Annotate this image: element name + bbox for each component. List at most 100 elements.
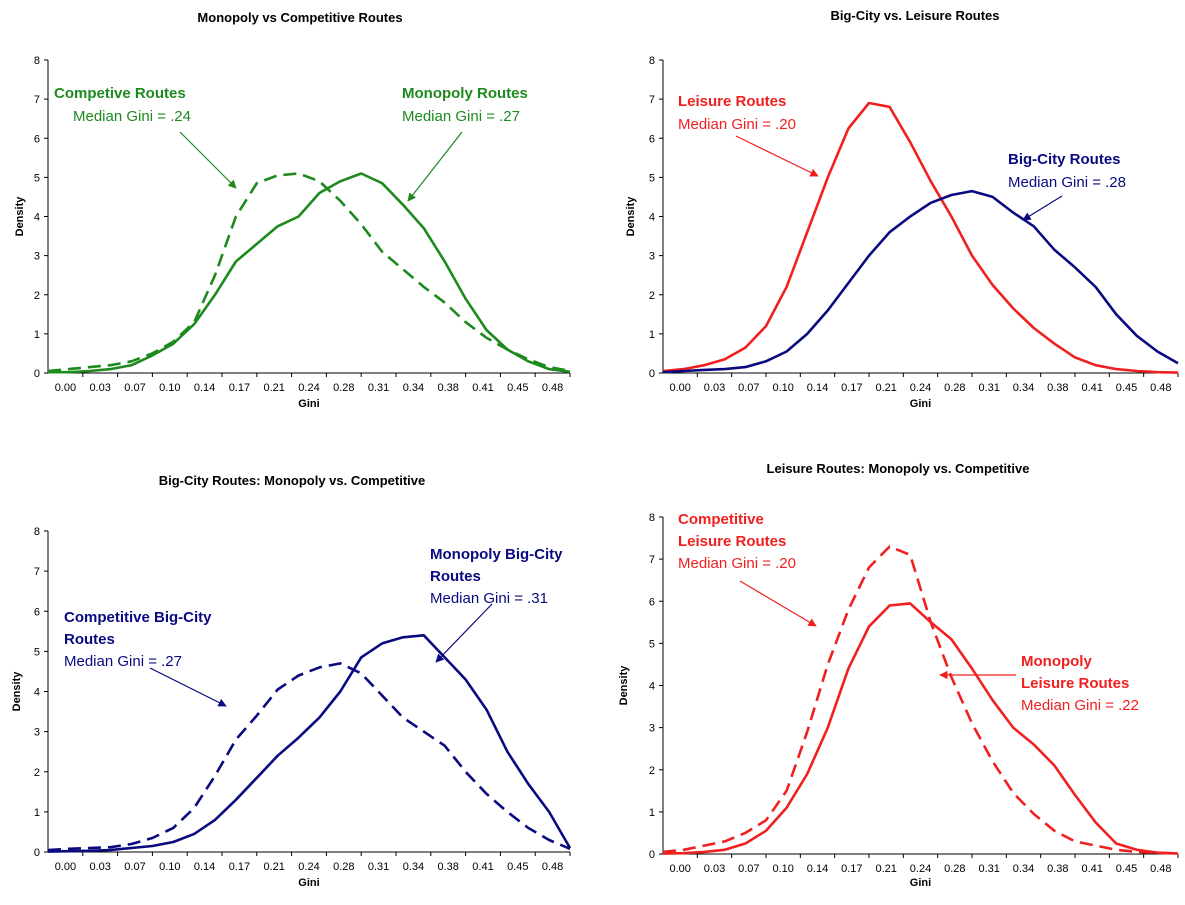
x-tick-label: 0.48 [1150,863,1171,875]
y-tick-label: 2 [34,290,40,302]
series-line-2 [47,662,571,852]
x-tick-label: 0.10 [159,861,180,873]
x-tick-label: 0.03 [704,863,725,875]
x-tick-label: 0.38 [1047,863,1068,875]
annotation-arrow [435,603,493,663]
chart-title: Big-City Routes: Monopoly vs. Competitiv… [159,473,426,488]
y-tick-label: 1 [34,807,40,819]
x-tick-label: 0.07 [738,382,759,394]
y-tick-label: 7 [34,94,40,106]
x-tick-label: 0.48 [1150,382,1171,394]
series-line-1 [662,602,1179,855]
y-axis-label: Density [625,196,637,237]
x-tick-label: 0.31 [978,382,999,394]
y-tick-label: 4 [649,212,655,224]
annotation-arrow [1022,195,1063,221]
y-tick-label: 4 [34,687,40,699]
x-tick-label: 0.41 [472,382,493,394]
annotation-arrow [149,667,227,707]
x-tick-label: 0.28 [944,863,965,875]
x-tick-label: 0.07 [124,382,145,394]
x-tick-label: 0.24 [910,382,931,394]
y-tick-label: 3 [649,723,655,735]
y-tick-label: 7 [34,566,40,578]
x-tick-label: 0.10 [772,382,793,394]
x-tick-label: 0.38 [1047,382,1068,394]
annotation-title-line1: Monopoly [1021,653,1092,670]
x-tick-label: 0.38 [437,861,458,873]
annotation-median: Median Gini = .27 [402,108,520,125]
annotation-arrow [735,135,819,177]
annotation-title: Monopoly Routes [402,85,528,102]
annotation-title-line2: Routes [430,568,481,585]
series-line-1 [48,172,571,374]
y-tick-label: 3 [649,251,655,263]
y-tick-label: 8 [649,512,655,524]
y-tick-label: 0 [649,368,655,380]
x-tick-label: 0.00 [669,863,690,875]
x-tick-label: 0.21 [263,861,284,873]
annotation-median: Median Gini = .28 [1008,174,1126,191]
annotation-median: Median Gini = .20 [678,555,796,572]
annotation-arrow [739,580,817,627]
x-tick-label: 0.17 [229,861,250,873]
chart-3: Big-City Routes: Monopoly vs. Competitiv… [11,473,572,889]
y-tick-label: 5 [34,646,40,658]
x-tick-label: 0.24 [910,863,931,875]
annotation-title: Competive Routes [54,85,186,102]
x-tick-label: 0.03 [89,382,110,394]
x-tick-label: 0.34 [1013,863,1034,875]
chart-title: Leisure Routes: Monopoly vs. Competitive [767,461,1030,476]
x-tick-label: 0.21 [875,863,896,875]
annotation-title-line1: Monopoly Big-City [430,546,563,563]
x-tick-label: 0.28 [333,861,354,873]
x-tick-label: 0.03 [89,861,110,873]
x-tick-label: 0.00 [55,861,76,873]
y-tick-label: 5 [649,638,655,650]
y-tick-label: 6 [649,596,655,608]
x-tick-label: 0.17 [841,382,862,394]
x-tick-label: 0.21 [875,382,896,394]
x-tick-label: 0.28 [944,382,965,394]
x-tick-label: 0.14 [807,863,828,875]
x-tick-label: 0.03 [704,382,725,394]
annotation-median: Median Gini = .27 [64,653,182,670]
series-line-1 [47,634,572,853]
annotation-median: Median Gini = .22 [1021,697,1139,714]
x-tick-label: 0.45 [507,861,528,873]
y-tick-label: 6 [649,133,655,145]
y-axis-label: Density [618,665,630,706]
y-tick-label: 1 [649,807,655,819]
y-tick-label: 5 [34,172,40,184]
x-tick-label: 0.34 [403,861,424,873]
x-tick-label: 0.17 [841,863,862,875]
x-tick-label: 0.24 [298,382,319,394]
x-tick-label: 0.07 [124,861,145,873]
y-axis-label: Density [14,196,26,237]
x-tick-label: 0.45 [1116,863,1137,875]
chart-1: Monopoly vs Competitive Routes 0 1 2 3 4 5 6 7 8 0… [14,10,571,410]
annotation-title-line2: Routes [64,631,115,648]
x-tick-label: 0.34 [403,382,424,394]
x-tick-label: 0.24 [298,861,319,873]
y-tick-label: 3 [34,251,40,263]
x-tick-label: 0.48 [542,382,563,394]
annotation-title: Leisure Routes [678,93,786,110]
y-tick-label: 4 [34,212,40,224]
x-tick-label: 0.31 [978,863,999,875]
x-tick-label: 0.45 [1116,382,1137,394]
annotation-title-line1: Competitive [678,511,764,528]
x-tick-label: 0.31 [368,382,389,394]
y-tick-label: 4 [649,681,655,693]
y-tick-label: 6 [34,133,40,145]
x-tick-label: 0.48 [542,861,563,873]
y-axis-label: Density [11,671,23,712]
annotation-median: Median Gini = .20 [678,116,796,133]
x-tick-label: 0.14 [807,382,828,394]
annotation-arrow [407,131,463,202]
x-tick-label: 0.00 [669,382,690,394]
series-line-2 [47,172,571,373]
y-tick-label: 0 [34,847,40,859]
x-axis-label: Gini [910,398,931,410]
